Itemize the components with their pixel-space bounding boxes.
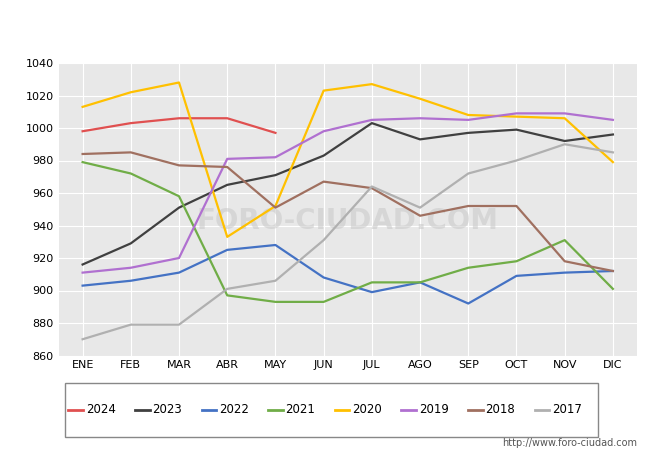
Text: 2020: 2020: [352, 403, 382, 416]
Text: 2024: 2024: [86, 403, 116, 416]
Text: 2022: 2022: [219, 403, 249, 416]
Text: 2017: 2017: [552, 403, 582, 416]
Text: FORO-CIUDAD.COM: FORO-CIUDAD.COM: [197, 207, 499, 235]
Text: 2023: 2023: [152, 403, 182, 416]
Text: Afiliados en Arrúbal a 31/5/2024: Afiliados en Arrúbal a 31/5/2024: [179, 11, 471, 29]
Text: 2021: 2021: [285, 403, 315, 416]
Text: http://www.foro-ciudad.com: http://www.foro-ciudad.com: [502, 438, 637, 448]
Text: 2019: 2019: [419, 403, 448, 416]
Text: 2018: 2018: [486, 403, 515, 416]
